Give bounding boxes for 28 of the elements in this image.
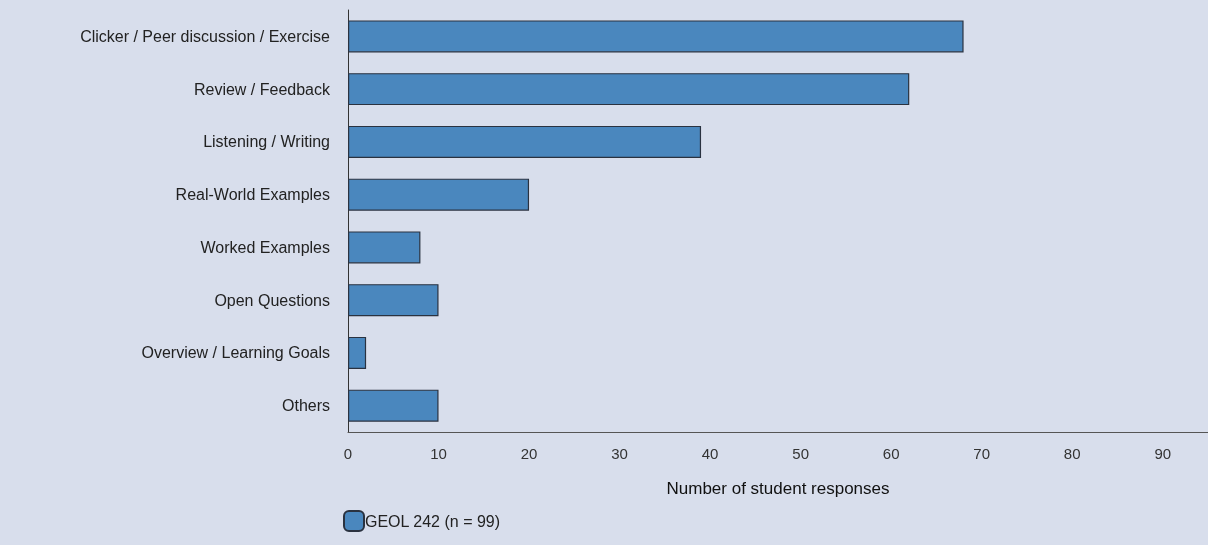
y-tick-label: Worked Examples [200, 238, 330, 256]
x-tick-label: 10 [430, 445, 447, 462]
x-tick-label: 70 [973, 445, 991, 462]
x-tick-label: 80 [1063, 445, 1081, 462]
x-tick-label: 40 [701, 445, 719, 462]
x-tick-label: 50 [792, 445, 809, 462]
x-tick-label: 20 [520, 445, 538, 462]
bar [348, 284, 439, 317]
y-tick-label: Overview / Learning Goals [141, 344, 330, 362]
y-tick-label: Real-World Examples [175, 186, 330, 204]
y-tick-label: Listening / Writing [203, 133, 330, 151]
bar [348, 231, 421, 264]
x-tick-label: 90 [1154, 445, 1172, 462]
bar [348, 336, 367, 369]
bar [348, 73, 910, 106]
y-tick-label: Others [281, 397, 330, 415]
bar [348, 178, 530, 211]
x-tick-label: 0 [343, 445, 353, 462]
bar [348, 389, 439, 422]
x-tick-label: 30 [611, 445, 628, 462]
y-tick-label: Open Questions [214, 291, 330, 309]
bar [348, 20, 964, 53]
y-tick-label: Review / Feedback [193, 80, 331, 98]
x-tick-label: 60 [882, 445, 900, 462]
legend-label: GEOL 242 (n = 99) [365, 512, 501, 530]
y-tick-label: Clicker / Peer discussion / Exercise [80, 27, 331, 45]
x-axis-title: Number of student responses [666, 479, 890, 498]
bar [348, 125, 702, 158]
